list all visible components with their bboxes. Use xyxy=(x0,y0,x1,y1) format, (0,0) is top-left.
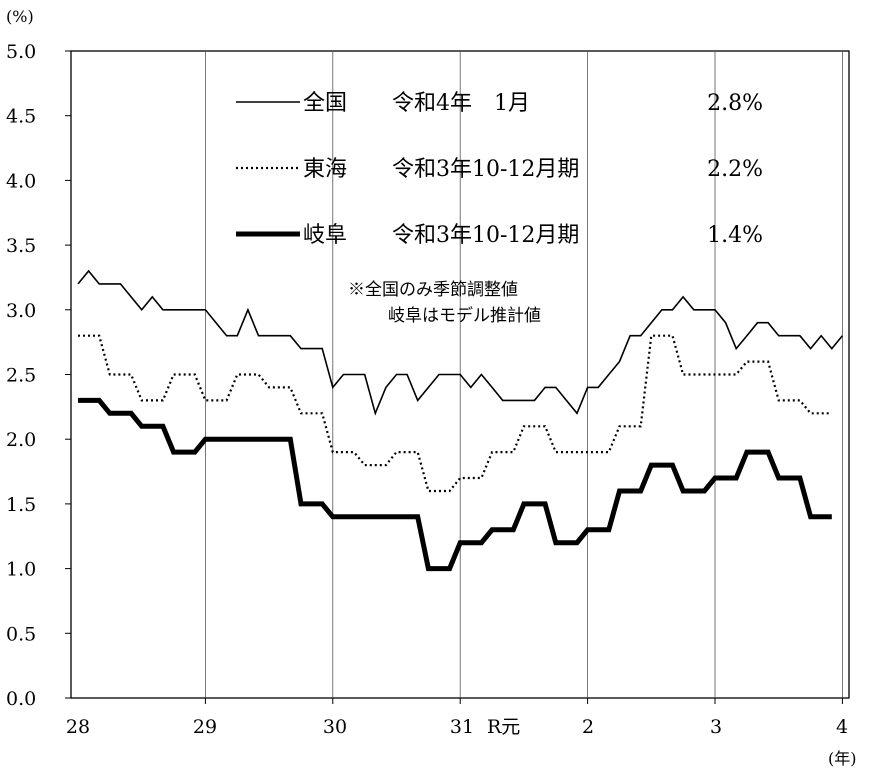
x-tick-label: 3 xyxy=(710,716,722,738)
series-line-岐阜 xyxy=(78,397,832,572)
legend-value: 1.4% xyxy=(707,223,763,248)
x-tick-label: 30 xyxy=(323,716,347,738)
x-tick-label: 31 xyxy=(450,716,474,738)
y-tick-label: 3.0 xyxy=(6,300,36,322)
legend-name: 岐阜 xyxy=(303,223,347,248)
y-tick-label: 1.0 xyxy=(6,559,36,581)
y-tick-label: 0.0 xyxy=(6,688,36,710)
y-axis-ticks: 0.0 0.5 1.0 1.5 2.0 2.5 3.0 3.5 4.0 4.5 5.0 xyxy=(6,41,71,710)
y-tick-label: 2.5 xyxy=(6,365,36,387)
y-tick-label: 1.5 xyxy=(6,494,36,516)
annotation-line-1: ※全国のみ季節調整値 xyxy=(348,280,518,300)
legend-name: 東海 xyxy=(303,157,347,182)
legend-period: 令和3年10-12月期 xyxy=(392,157,579,182)
y-tick-label: 4.5 xyxy=(6,106,36,128)
series-line-全国 xyxy=(77,269,844,416)
legend-value: 2.8% xyxy=(707,91,763,116)
x-tick-label: 29 xyxy=(193,716,217,738)
y-tick-label: 5.0 xyxy=(6,41,36,63)
legend-value: 2.2% xyxy=(707,157,763,182)
x-axis-unit: (年) xyxy=(828,749,857,768)
y-tick-label: 4.0 xyxy=(6,170,36,192)
y-tick-label: 3.5 xyxy=(6,235,36,257)
legend-period: 令和3年10-12月期 xyxy=(392,223,579,248)
x-tick-label: R元 xyxy=(487,716,520,738)
y-axis-unit: (%) xyxy=(6,7,34,26)
legend-period: 令和4年 1月 xyxy=(392,91,530,116)
y-tick-label: 0.5 xyxy=(6,623,36,645)
x-tick-label: 2 xyxy=(582,716,594,738)
series-line-東海 xyxy=(78,334,832,493)
y-tick-label: 2.0 xyxy=(6,429,36,451)
legend: 全国 令和4年 1月 2.8%東海 令和3年10-12月期 2.2%岐阜 令和3年10-1… xyxy=(236,91,763,248)
x-tick-label: 28 xyxy=(66,716,90,738)
legend-name: 全国 xyxy=(303,91,347,116)
x-tick-label: 4 xyxy=(836,716,848,738)
annotation-line-2: 岐阜はモデル推計値 xyxy=(388,305,541,326)
series-layer xyxy=(77,269,844,572)
x-axis-ticks: 28 29 30 31 R元 2 3 4 xyxy=(66,51,848,738)
